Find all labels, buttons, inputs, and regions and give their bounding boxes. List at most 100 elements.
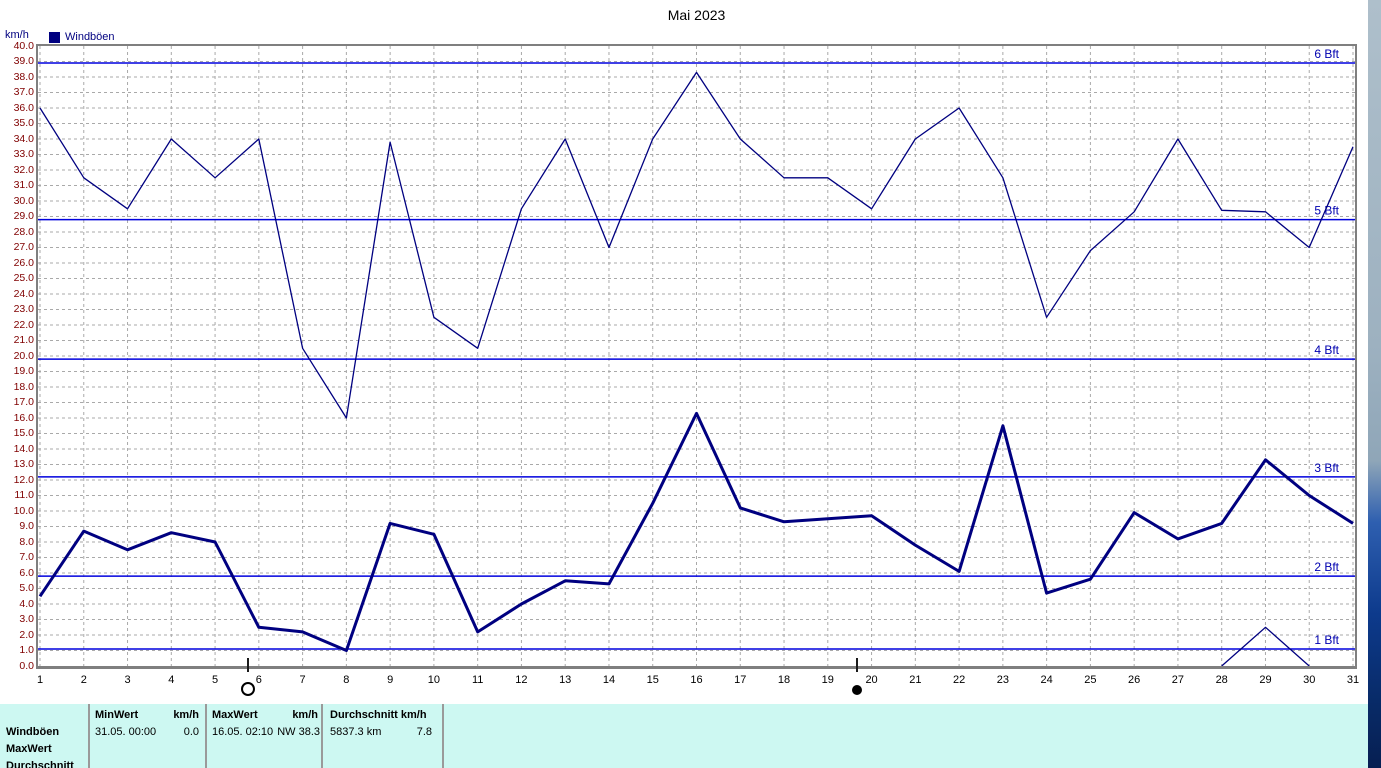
y-tick-label: 24.0: [13, 287, 34, 300]
header-maxwert: MaxWert km/h: [212, 709, 318, 721]
x-tick-label: 20: [865, 674, 878, 686]
cell-minwert: 31.05. 00:00 0.0: [95, 726, 199, 738]
y-tick-label: 18.0: [13, 380, 34, 393]
x-tick-label: 24: [1040, 674, 1053, 686]
maxwert-value: NW 38.3: [277, 726, 320, 738]
y-tick-label: 10.0: [13, 504, 34, 517]
table-column-separator: [88, 704, 90, 768]
y-tick-label: 25.0: [13, 272, 34, 284]
header-maxwert-label: MaxWert: [212, 709, 258, 721]
x-tick-label: 31: [1346, 674, 1360, 686]
x-tick-label: 28: [1215, 674, 1228, 686]
chart-title: Mai 2023: [667, 7, 726, 23]
x-tick-label: 7: [299, 674, 306, 686]
y-tick-label: 16.0: [13, 411, 34, 424]
x-tick-label: 9: [387, 674, 394, 686]
y-tick-label: 21.0: [13, 334, 34, 346]
x-tick-label: 13: [559, 674, 572, 686]
y-tick-label: 23.0: [13, 303, 34, 315]
y-tick-label: 6.0: [19, 566, 34, 579]
window-edge-gradient: [1368, 0, 1381, 768]
y-tick-label: 0.0: [19, 659, 34, 672]
table-row-label-maxwert: MaxWert: [6, 743, 52, 755]
moon-phase-tick: [246, 658, 249, 672]
y-tick-label: 40.0: [13, 39, 34, 52]
beaufort-label: 3 Bft: [1314, 461, 1339, 475]
y-tick-label: 9.0: [19, 520, 34, 532]
header-maxwert-unit: km/h: [292, 709, 318, 721]
x-tick-label: 29: [1259, 674, 1272, 686]
minwert-value: 0.0: [183, 726, 199, 738]
y-tick-label: 17.0: [13, 396, 34, 408]
minwert-date: 31.05. 00:00: [95, 726, 157, 738]
y-tick-label: 1.0: [19, 644, 34, 656]
header-minwert-label: MinWert: [95, 709, 139, 721]
y-tick-label: 8.0: [19, 535, 34, 548]
y-tick-label: 14.0: [13, 442, 34, 455]
x-tick-label: 15: [646, 674, 659, 686]
header-minwert: MinWert km/h: [95, 709, 199, 721]
beaufort-label: 1 Bft: [1314, 633, 1339, 647]
x-tick-label: 3: [124, 674, 131, 686]
cell-maxwert: 16.05. 02:10 NW 38.3: [212, 726, 320, 738]
x-tick-label: 4: [168, 674, 175, 686]
x-tick-label: 16: [690, 674, 703, 686]
beaufort-label: 5 Bft: [1314, 204, 1339, 218]
y-axis-unit-label: km/h: [5, 29, 29, 41]
y-tick-label: 22.0: [13, 318, 34, 331]
series-line-1: [38, 411, 1354, 652]
x-tick-label: 22: [952, 674, 966, 686]
table-column-separator: [205, 704, 207, 768]
y-tick-label: 29.0: [13, 210, 34, 222]
table-column-separator: [442, 704, 444, 768]
x-tick-label: 5: [212, 674, 219, 686]
new-moon-icon: [851, 685, 862, 695]
x-tick-label: 1: [36, 674, 44, 686]
x-tick-label: 17: [734, 674, 747, 686]
x-tick-label: 19: [821, 674, 834, 686]
y-tick-label: 33.0: [13, 148, 34, 160]
beaufort-label: 2 Bft: [1314, 560, 1339, 574]
cell-durchschnitt: 5837.3 km 7.8: [330, 726, 432, 738]
y-tick-label: 15.0: [13, 427, 34, 439]
table-row-label-durchschnitt: Durchschnitt: [6, 760, 74, 768]
header-durchschnitt-label: Durchschnitt km/h: [330, 709, 427, 721]
y-tick-label: 11.0: [14, 489, 34, 501]
x-tick-label: 25: [1084, 674, 1097, 686]
y-tick-label: 4.0: [19, 597, 34, 610]
series-line-2: [1221, 626, 1310, 666]
x-tick-label: 8: [343, 674, 350, 686]
series-line-0: [39, 71, 1354, 419]
y-tick-label: 36.0: [13, 101, 34, 114]
y-tick-label: 38.0: [13, 70, 34, 83]
durchschnitt-value: 7.8: [416, 726, 432, 738]
plot-area: 1 Bft 2 Bft 3 Bft 4 Bft 5 Bft 6 Bft: [36, 44, 1357, 669]
y-tick-label: 3.0: [19, 613, 34, 625]
x-tick-label: 21: [909, 674, 922, 686]
y-tick-label: 32.0: [13, 163, 34, 176]
legend-label: Windböen: [65, 31, 115, 43]
legend-swatch: [49, 31, 60, 43]
y-tick-label: 30.0: [13, 194, 34, 207]
header-minwert-unit: km/h: [173, 709, 199, 721]
y-tick-label: 26.0: [13, 256, 34, 269]
full-moon-icon: [240, 682, 255, 696]
y-tick-label: 39.0: [13, 55, 34, 67]
x-tick-label: 27: [1171, 674, 1185, 686]
y-tick-label: 31.0: [13, 179, 34, 191]
x-tick-label: 6: [255, 674, 262, 686]
legend: Windböen: [49, 31, 115, 43]
x-tick-label: 11: [471, 674, 484, 686]
table-row-label-windboeen: Windböen: [6, 726, 60, 738]
y-tick-label: 35.0: [13, 117, 34, 129]
y-tick-label: 7.0: [19, 551, 34, 563]
beaufort-label: 4 Bft: [1314, 343, 1339, 357]
y-tick-label: 13.0: [13, 458, 34, 470]
x-tick-label: 10: [427, 674, 441, 686]
y-tick-label: 5.0: [19, 582, 34, 594]
y-tick-label: 28.0: [13, 225, 34, 238]
y-tick-label: 37.0: [13, 86, 34, 98]
stats-table: MinWert km/h MaxWert km/h Durchschnitt k…: [0, 704, 1368, 768]
y-tick-label: 34.0: [13, 132, 34, 145]
table-column-separator: [321, 704, 323, 768]
